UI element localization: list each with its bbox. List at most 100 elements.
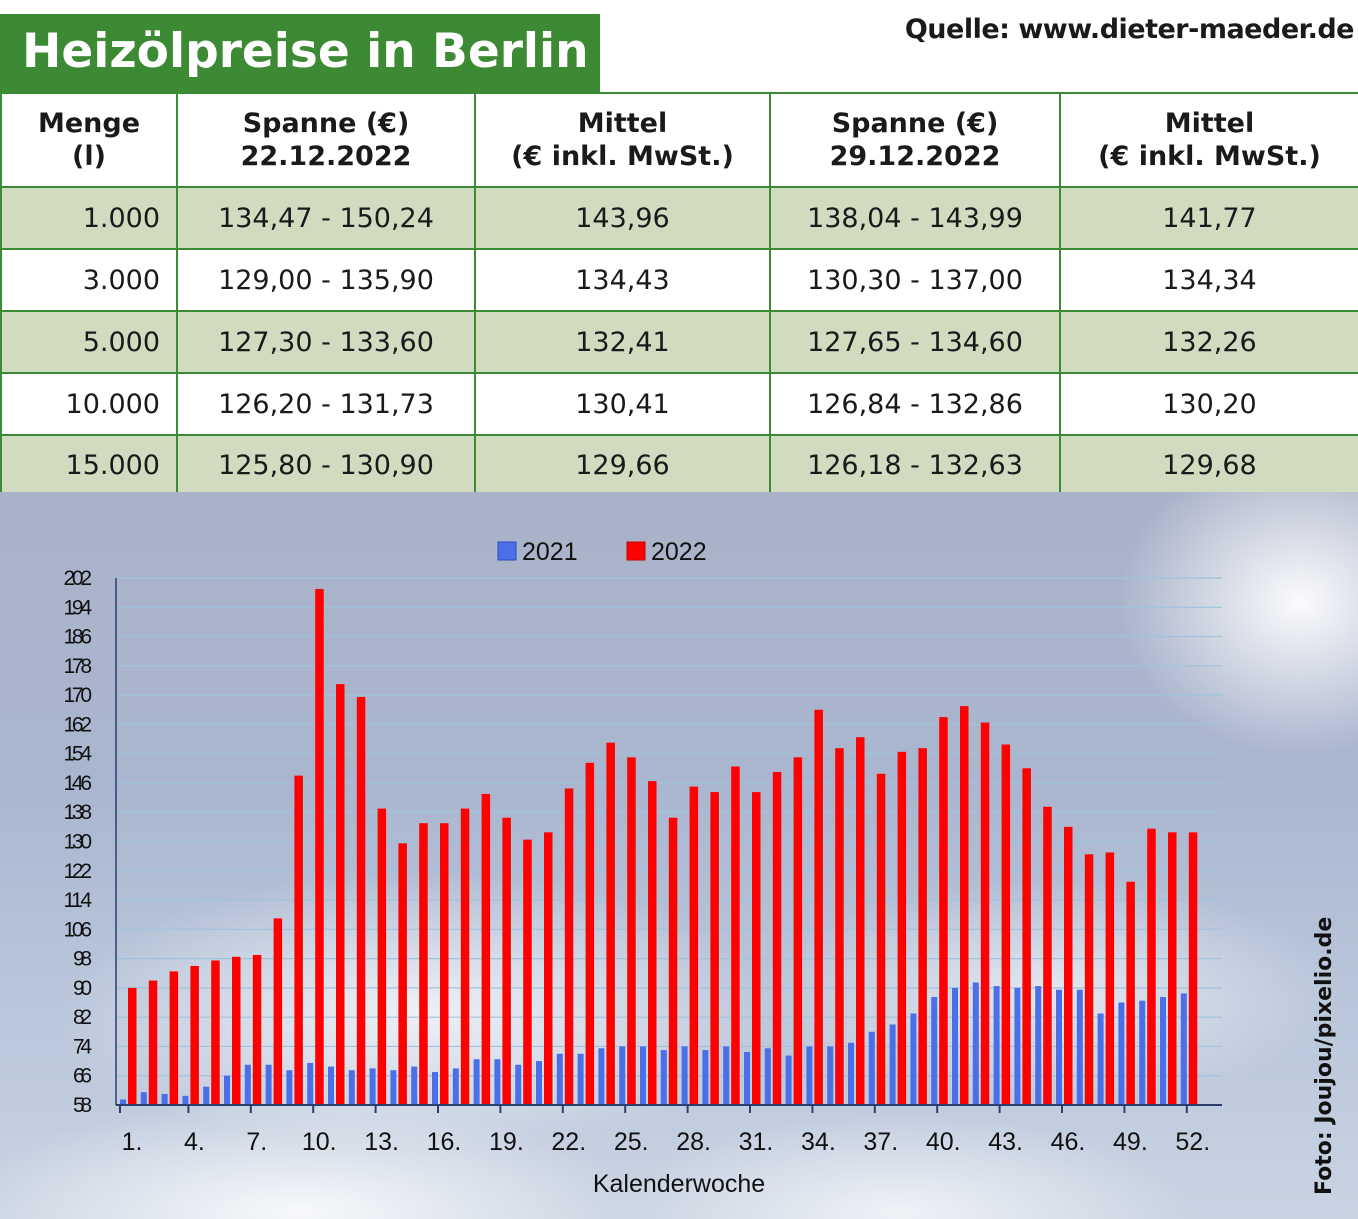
bar-2021-week-25 (619, 1046, 626, 1105)
bar-2022-week-32 (772, 771, 782, 1105)
y-tick-label: 90 (73, 977, 92, 1000)
bar-2022-week-41 (960, 706, 969, 1105)
bar-2021-week-30 (723, 1046, 730, 1105)
cell-mittel-22: 130,41 (474, 372, 771, 436)
bar-2022-week-9 (294, 775, 303, 1105)
bar-2021-week-16 (432, 1072, 438, 1105)
bar-2022-week-37 (876, 773, 886, 1105)
bar-2022-week-2 (148, 980, 158, 1105)
bar-2021-week-7 (244, 1064, 251, 1105)
col-header-spanne-29: Spanne (€) 29.12.2022 (769, 92, 1061, 188)
bar-2022-week-34 (814, 709, 823, 1105)
y-tick-label: 202 (64, 567, 93, 590)
bar-2022-week-38 (897, 751, 907, 1105)
bar-2022-week-33 (793, 757, 803, 1105)
bar-2022-week-3 (169, 971, 179, 1105)
x-tick-label: 37. (863, 1128, 898, 1156)
bar-2022-week-51 (1168, 832, 1177, 1105)
bar-2022-week-40 (939, 717, 948, 1105)
bar-2021-week-10 (307, 1062, 314, 1105)
table-row: 15.000 125,80 - 130,90 129,66 126,18 - 1… (0, 434, 1358, 496)
bar-2022-week-20 (523, 839, 532, 1105)
y-tick-label: 194 (64, 596, 93, 619)
bar-2021-week-48 (1097, 1013, 1104, 1105)
x-tick-label: 25. (614, 1128, 649, 1156)
bar-2022-week-4 (190, 965, 199, 1105)
bar-2022-week-46 (1064, 826, 1073, 1105)
table-row: 1.000 134,47 - 150,24 143,96 138,04 - 14… (0, 186, 1358, 250)
bar-2021-week-44 (1014, 987, 1021, 1105)
bar-2021-week-9 (286, 1070, 293, 1105)
bar-2022-week-30 (731, 766, 740, 1105)
bar-2022-week-49 (1126, 881, 1135, 1105)
bar-2021-week-18 (473, 1059, 480, 1105)
bar-2021-week-42 (972, 982, 979, 1105)
bar-2021-week-49 (1118, 1002, 1125, 1105)
bar-2022-week-36 (856, 737, 865, 1105)
cell-mittel-22: 143,96 (474, 186, 771, 250)
cell-menge: 15.000 (0, 434, 178, 496)
bar-2021-week-43 (993, 986, 1000, 1105)
bar-2021-week-4 (182, 1095, 189, 1105)
bar-2021-week-17 (452, 1068, 459, 1105)
x-tick-label: 19. (489, 1128, 524, 1156)
bar-2021-week-41 (952, 987, 958, 1105)
bar-2021-week-51 (1160, 997, 1166, 1105)
col-header-mittel-22: Mittel (€ inkl. MwSt.) (474, 92, 771, 188)
y-tick-label: 170 (64, 684, 93, 707)
x-tick-label: 1. (122, 1128, 143, 1156)
y-tick-label: 130 (64, 831, 93, 854)
bar-2021-week-6 (224, 1075, 230, 1105)
cell-mittel-29: 130,20 (1059, 372, 1358, 436)
legend-2022-swatch (626, 541, 646, 561)
cell-menge: 3.000 (0, 248, 178, 312)
bar-2021-week-12 (348, 1070, 355, 1105)
table-header-row: Menge (l) Spanne (€) 22.12.2022 Mittel (… (0, 92, 1358, 188)
bar-2021-week-33 (785, 1055, 792, 1105)
bar-2021-week-13 (369, 1068, 376, 1105)
bar-2022-week-8 (273, 918, 283, 1105)
bar-2022-week-35 (835, 748, 844, 1105)
cell-spanne-22: 129,00 - 135,90 (176, 248, 476, 312)
bar-2021-week-11 (328, 1066, 334, 1105)
y-tick-label: 66 (73, 1065, 92, 1088)
bar-2021-week-31 (744, 1051, 750, 1105)
cell-mittel-22: 129,66 (474, 434, 771, 496)
table-row: 3.000 129,00 - 135,90 134,43 130,30 - 13… (0, 248, 1358, 312)
bar-2022-week-28 (689, 786, 699, 1105)
bar-2022-week-22 (564, 788, 574, 1105)
x-tick-label: 46. (1051, 1128, 1086, 1156)
bar-2021-week-14 (390, 1070, 397, 1105)
cell-menge: 10.000 (0, 372, 178, 436)
bar-2021-week-52 (1180, 993, 1187, 1105)
cell-mittel-29: 132,26 (1059, 310, 1358, 374)
bar-2022-week-12 (356, 696, 366, 1105)
bar-2022-week-26 (648, 781, 657, 1105)
cell-spanne-29: 130,30 - 137,00 (769, 248, 1061, 312)
col-header-spanne-22: Spanne (€) 22.12.2022 (176, 92, 476, 188)
cell-mittel-22: 134,43 (474, 248, 771, 312)
bar-2022-week-52 (1188, 832, 1198, 1105)
bar-2021-week-2 (140, 1092, 147, 1105)
bar-2021-week-5 (203, 1086, 210, 1105)
bar-2022-week-50 (1147, 828, 1156, 1105)
x-tick-label: 16. (427, 1128, 462, 1156)
bar-2022-week-42 (980, 722, 990, 1105)
cell-mittel-22: 132,41 (474, 310, 771, 374)
bar-2022-week-24 (606, 742, 615, 1105)
cell-spanne-29: 126,84 - 132,86 (769, 372, 1061, 436)
x-tick-label: 7. (246, 1128, 267, 1156)
bar-2021-week-50 (1139, 1000, 1146, 1105)
y-tick-label: 154 (64, 743, 93, 766)
bar-2021-week-37 (868, 1031, 875, 1105)
x-tick-label: 13. (364, 1128, 399, 1156)
bar-2022-week-1 (128, 987, 137, 1105)
cell-mittel-29: 129,68 (1059, 434, 1358, 496)
bar-2021-week-23 (577, 1053, 584, 1105)
bar-2022-week-48 (1105, 852, 1115, 1105)
x-tick-label: 52. (1175, 1128, 1210, 1156)
bar-2021-week-34 (806, 1046, 813, 1105)
bar-2021-week-38 (889, 1024, 896, 1105)
bar-2021-week-46 (1056, 989, 1062, 1105)
bar-2021-week-47 (1076, 989, 1083, 1105)
